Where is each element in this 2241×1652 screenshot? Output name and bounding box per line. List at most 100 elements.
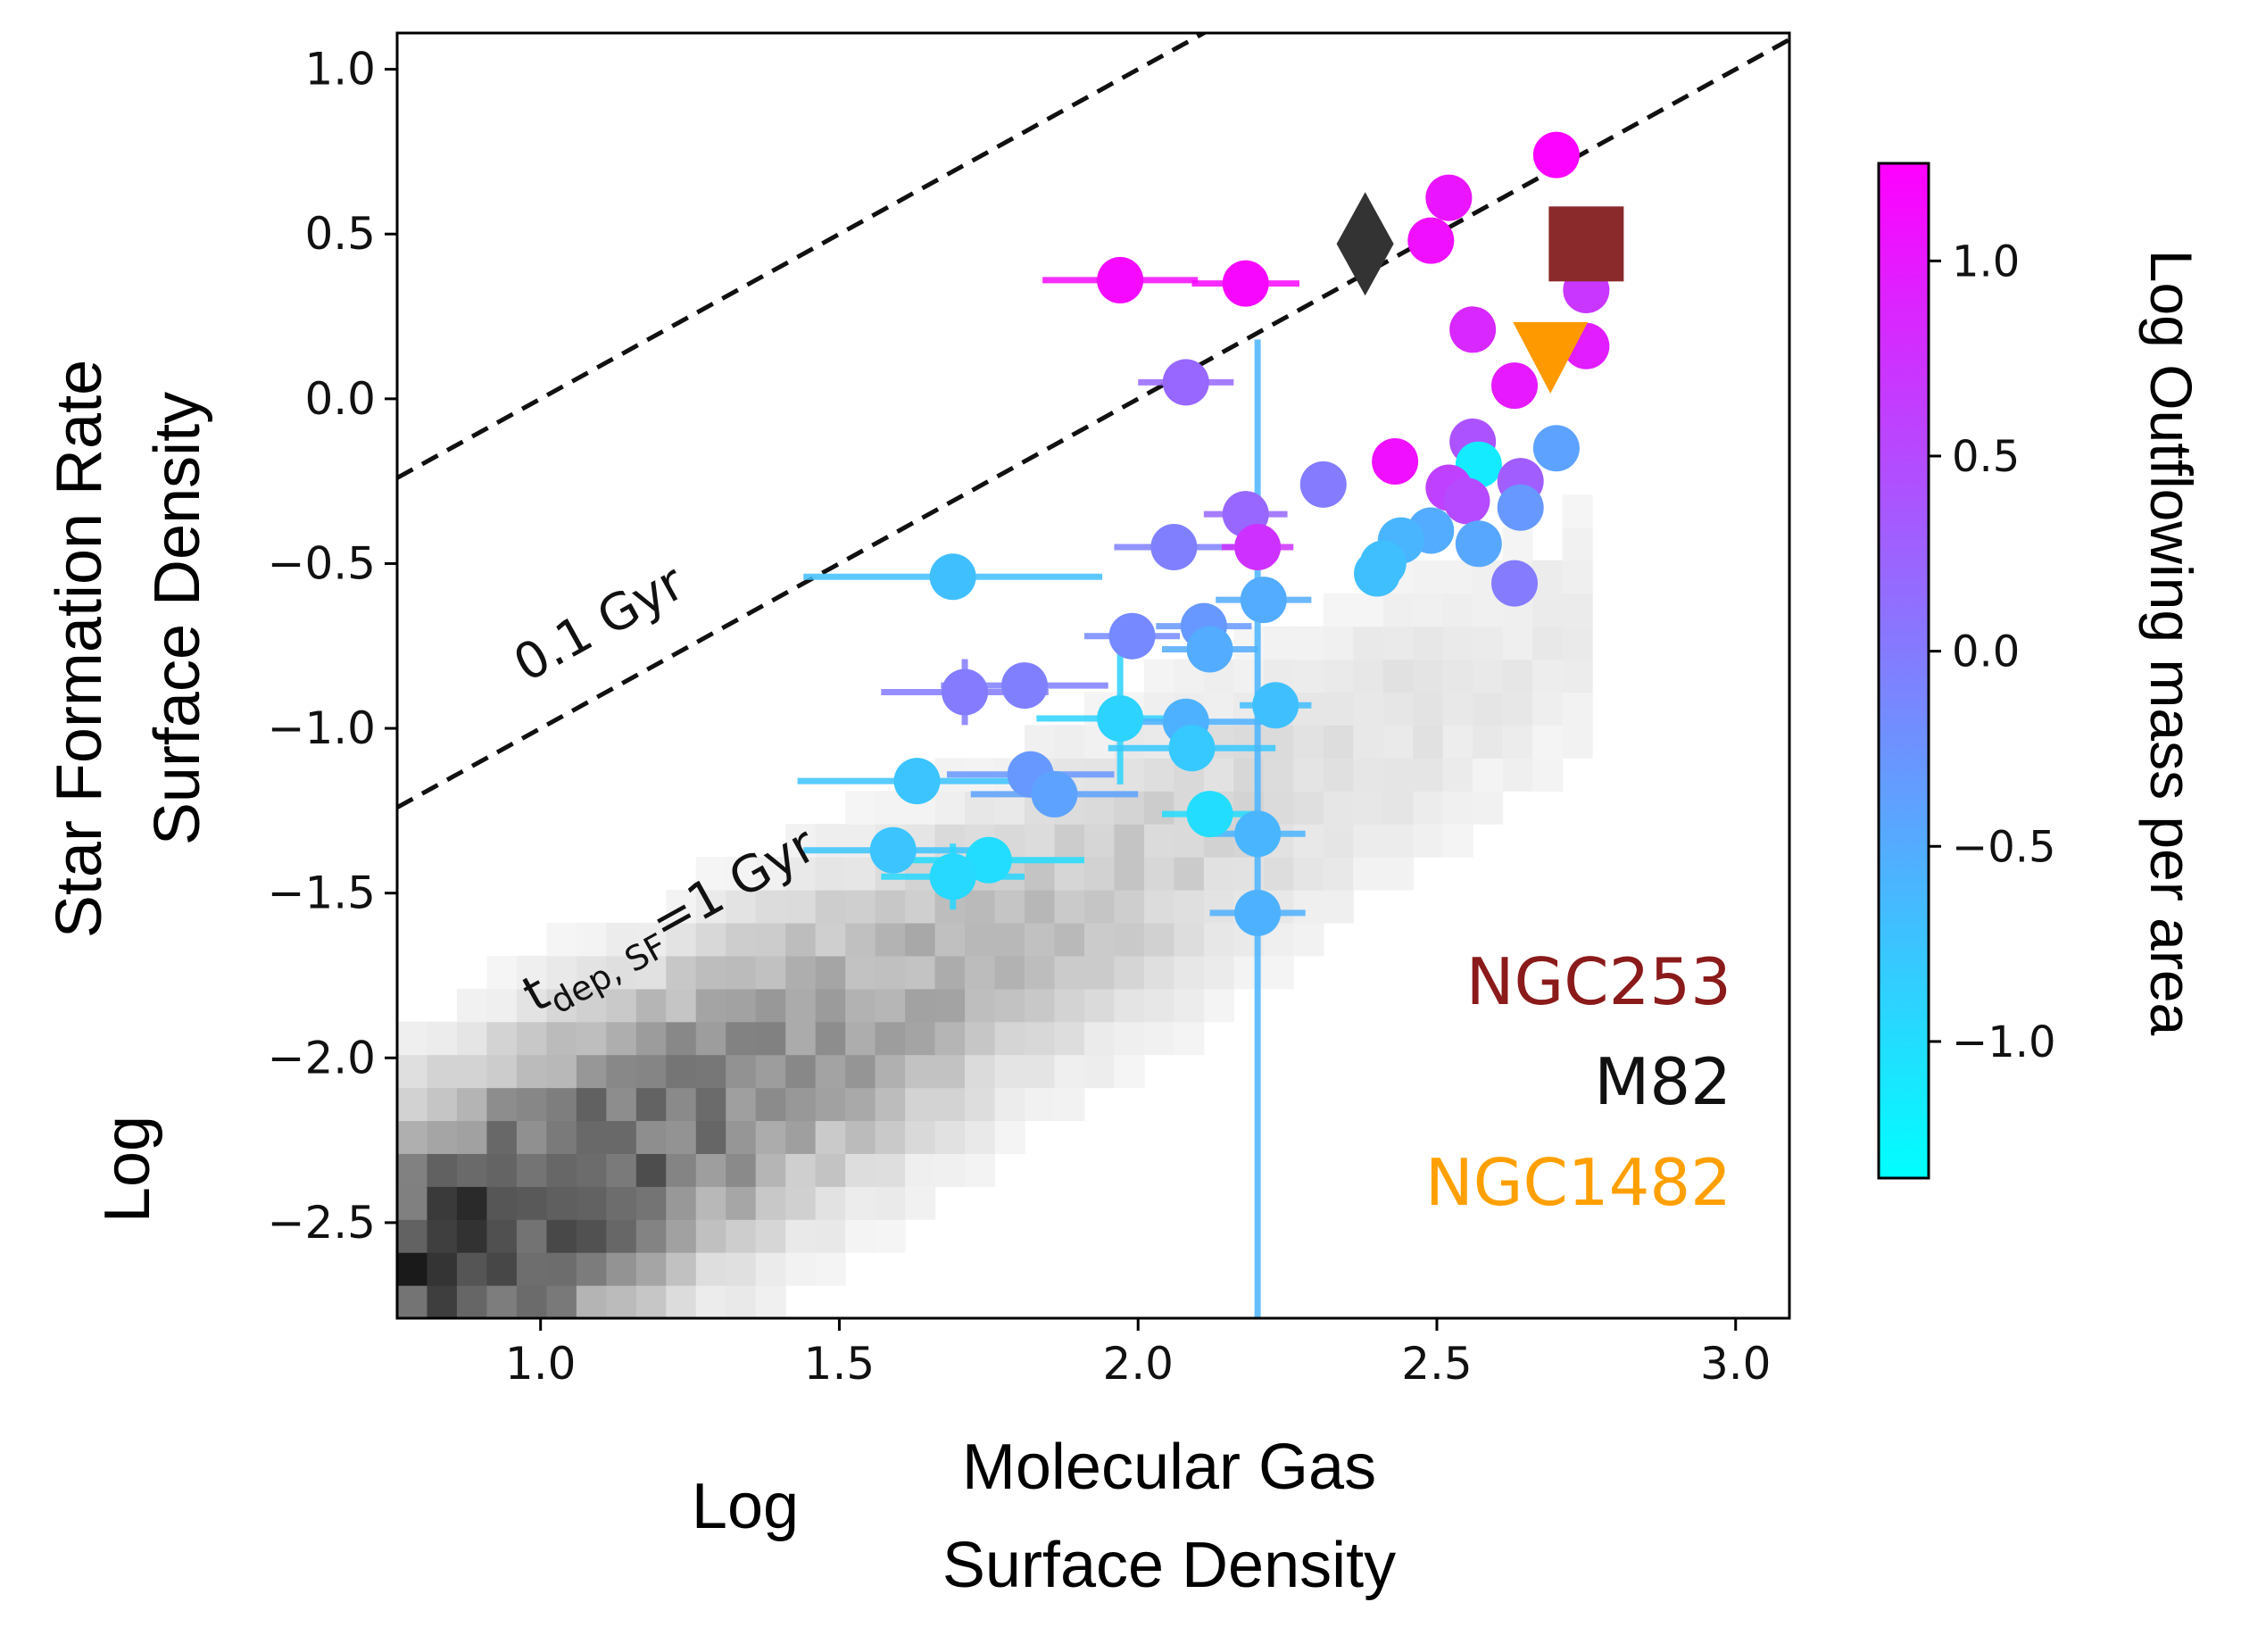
density-cell (1025, 1021, 1056, 1056)
density-cell (635, 1120, 667, 1154)
density-cell (1263, 725, 1294, 759)
density-cell (905, 922, 936, 957)
density-cell (1323, 626, 1354, 660)
density-cell (755, 1252, 786, 1286)
density-cell (785, 1153, 817, 1187)
density-cell (1473, 626, 1504, 660)
density-cell (845, 1021, 876, 1056)
density-cell (695, 1087, 726, 1122)
density-cell (1413, 791, 1444, 825)
density-cell (1323, 890, 1354, 924)
density-cell (1323, 791, 1354, 825)
density-cell (1562, 659, 1593, 693)
y-axis-label-line1: Star Formation Rate (44, 360, 115, 938)
density-cell (546, 1219, 577, 1253)
density-cell (486, 955, 518, 990)
density-cell (1293, 890, 1324, 924)
density-cell (666, 1120, 697, 1154)
density-cell (695, 1153, 726, 1187)
density-cell (755, 955, 786, 990)
density-cell (1203, 922, 1234, 957)
density-cell (1323, 593, 1354, 627)
x-axis-label-log: Log (692, 1471, 799, 1542)
density-cell (397, 1219, 428, 1253)
density-cell (1025, 1087, 1056, 1122)
density-cell (576, 1021, 607, 1056)
density-cell (1174, 1021, 1205, 1056)
density-cell (1083, 988, 1116, 1023)
density-cell (1382, 725, 1414, 759)
data-point (942, 668, 989, 716)
density-cell (606, 1252, 637, 1286)
density-cell (695, 890, 726, 924)
density-cell (1143, 791, 1174, 825)
data-point (1222, 260, 1269, 307)
density-cell (1353, 758, 1384, 792)
density-cell (905, 1021, 936, 1056)
density-cell (516, 1021, 547, 1056)
density-cell (606, 1120, 637, 1154)
density-cell (546, 1153, 577, 1187)
density-cell (516, 1219, 547, 1253)
density-cell (397, 1186, 428, 1220)
density-cell (695, 1285, 726, 1318)
density-cell (456, 1054, 488, 1089)
colorbar-label: Log Outflowing mass per area (2138, 250, 2204, 1036)
density-cell (427, 1021, 458, 1056)
density-cell (516, 1252, 547, 1286)
density-cell (1502, 758, 1533, 792)
density-cell (755, 1153, 786, 1187)
density-cell (1293, 725, 1324, 759)
y-tick-label: 1.0 (304, 44, 376, 95)
density-cell (427, 1087, 458, 1122)
density-cell (1562, 692, 1593, 726)
density-cell (427, 1252, 458, 1286)
line-label-0-1-gyr: 0.1 Gyr (504, 553, 694, 693)
density-cell (994, 1087, 1025, 1122)
density-cell (427, 1120, 458, 1154)
density-cell (845, 1153, 876, 1187)
density-cell (635, 1021, 667, 1056)
density-cell (815, 1021, 846, 1056)
density-cell (815, 1054, 846, 1089)
density-cell (1263, 758, 1294, 792)
y-tick-label: −2.5 (268, 1197, 376, 1249)
density-cell (726, 988, 757, 1023)
data-point (1252, 682, 1299, 729)
density-cell (546, 988, 577, 1023)
data-point (1186, 626, 1233, 673)
density-cell (1323, 659, 1354, 693)
data-point (1150, 524, 1198, 570)
density-cell (695, 1054, 726, 1089)
density-cell (1054, 922, 1085, 957)
density-cell (516, 1153, 547, 1187)
data-point (1491, 560, 1539, 607)
density-cell (606, 1219, 637, 1253)
density-cell (815, 1252, 846, 1286)
density-cell (815, 988, 846, 1023)
density-cell (666, 955, 697, 990)
density-cell (905, 1087, 936, 1122)
density-cell (1143, 890, 1174, 924)
density-cell (397, 1021, 428, 1056)
density-cell (726, 857, 757, 891)
density-cell (546, 955, 577, 990)
density-cell (1323, 692, 1354, 726)
density-cell (875, 1087, 906, 1122)
density-cell (815, 1087, 846, 1122)
density-cell (456, 1087, 488, 1122)
data-point (1097, 695, 1144, 742)
density-cell (635, 1252, 667, 1286)
density-cell (666, 988, 697, 1023)
density-cell (726, 1186, 757, 1220)
density-cell (875, 955, 906, 990)
density-cell (1442, 626, 1473, 660)
density-cell (606, 1021, 637, 1056)
density-cell (1054, 725, 1085, 759)
density-cell (1353, 659, 1384, 693)
density-cell (994, 1021, 1025, 1056)
density-cell (965, 1153, 996, 1187)
density-cell (1054, 988, 1085, 1023)
density-cell (516, 988, 547, 1023)
density-cell (1143, 955, 1174, 990)
